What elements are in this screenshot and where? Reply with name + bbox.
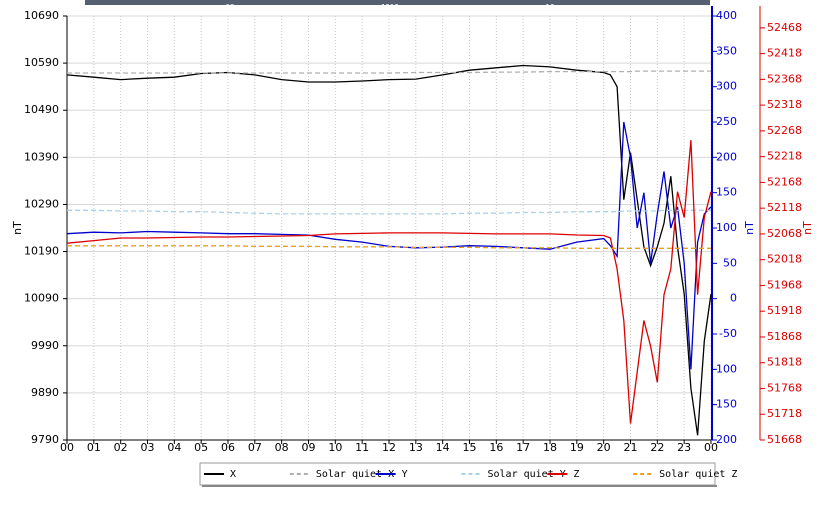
y3-tick-label: 51668 [767, 433, 802, 446]
y-tick-label: 9990 [31, 339, 59, 352]
y3-tick-label: 51968 [767, 278, 802, 291]
y2-tick-label: 50 [723, 256, 737, 269]
x-tick-label: 01 [87, 441, 101, 454]
y-tick-label: 10090 [24, 292, 59, 305]
top-label: 1212 [381, 3, 399, 11]
y-tick-label: 10290 [24, 197, 59, 210]
y3-tick-label: 52318 [767, 98, 802, 111]
x-tick-label: 12 [382, 441, 396, 454]
series-line [66, 121, 712, 370]
x-tick-label: 11 [355, 441, 369, 454]
x-tick-label: 05 [194, 441, 208, 454]
y3-axis-label: nT [801, 221, 814, 235]
x-tick-label: 23 [677, 441, 691, 454]
x-tick-label: 19 [570, 441, 584, 454]
y2-tick-label: 350 [716, 44, 737, 57]
y3-tick-label: 52018 [767, 253, 802, 266]
plot-area [67, 16, 711, 440]
y-tick-label: 9790 [31, 433, 59, 446]
series-line [66, 140, 712, 424]
x-tick-label: 22 [650, 441, 664, 454]
x-tick-label: 13 [409, 441, 423, 454]
y-tick-label: 10190 [24, 245, 59, 258]
y3-tick-label: 52368 [767, 72, 802, 85]
legend-shadow [202, 485, 717, 487]
y2-tick-label: -200 [712, 433, 737, 446]
y3-tick-label: 51818 [767, 356, 802, 369]
legend-label: Z [573, 469, 579, 480]
y3-tick-label: 52418 [767, 47, 802, 60]
y3-tick-label: 52118 [767, 201, 802, 214]
x-tick-label: 09 [302, 441, 316, 454]
y-tick-label: 10690 [24, 9, 59, 22]
legend: X Solar quiet X Y Solar quiet Y Z Solar quiet… [199, 462, 737, 487]
y3-tick-label: 51868 [767, 330, 802, 343]
top-strip [85, 0, 710, 5]
legend-label: X [230, 469, 236, 480]
legend-box [199, 462, 716, 486]
legend-label: Solar quiet X [316, 469, 394, 480]
y-tick-label: 9890 [31, 386, 59, 399]
top-label: 16 [546, 3, 555, 11]
y3-tick-label: 52268 [767, 124, 802, 137]
y3-tick-label: 52218 [767, 150, 802, 163]
series-line [67, 70, 711, 74]
y2-tick-label: -100 [712, 362, 737, 375]
y3-tick-label: 51718 [767, 407, 802, 420]
x-tick-label: 15 [463, 441, 477, 454]
y-tick-label: 10490 [24, 103, 59, 116]
x-tick-label: 00 [704, 441, 718, 454]
x-tick-label: 17 [516, 441, 530, 454]
series-line [67, 245, 711, 249]
x-tick-label: 00 [60, 441, 74, 454]
y3-tick-label: 52168 [767, 175, 802, 188]
x-tick-label: 03 [141, 441, 155, 454]
y2-tick-label: 300 [716, 80, 737, 93]
y3-tick-label: 52068 [767, 227, 802, 240]
series-line [67, 209, 711, 215]
y3-tick-label: 51768 [767, 381, 802, 394]
y-tick-label: 10390 [24, 150, 59, 163]
y2-tick-label: 400 [716, 9, 737, 22]
y2-tick-label: 0 [730, 292, 737, 305]
y-axis-label: nT [11, 221, 24, 235]
x-tick-label: 07 [248, 441, 262, 454]
top-label: 08 [226, 3, 235, 11]
y3-tick-label: 52468 [767, 21, 802, 34]
x-tick-label: 16 [489, 441, 503, 454]
x-tick-label: 06 [221, 441, 235, 454]
y2-axis-label: nT [743, 221, 756, 235]
x-tick-label: 14 [436, 441, 450, 454]
x-tick-label: 18 [543, 441, 557, 454]
y-tick-label: 10590 [24, 56, 59, 69]
y3-tick-label: 51918 [767, 304, 802, 317]
x-tick-label: 21 [624, 441, 638, 454]
legend-label: Solar quiet Z [659, 469, 737, 480]
legend-label: Y [402, 469, 408, 480]
x-tick-label: 20 [597, 441, 611, 454]
x-tick-label: 02 [114, 441, 128, 454]
x-tick-label: 10 [328, 441, 342, 454]
x-tick-label: 04 [167, 441, 181, 454]
y2-tick-label: -50 [719, 327, 737, 340]
y2-tick-label: 150 [716, 186, 737, 199]
y2-tick-label: -150 [712, 398, 737, 411]
y2-tick-label: 100 [716, 221, 737, 234]
legend-label: Solar quiet Y [488, 469, 566, 480]
x-tick-label: 08 [275, 441, 289, 454]
y2-tick-label: 200 [716, 150, 737, 163]
y2-tick-label: 250 [716, 115, 737, 128]
